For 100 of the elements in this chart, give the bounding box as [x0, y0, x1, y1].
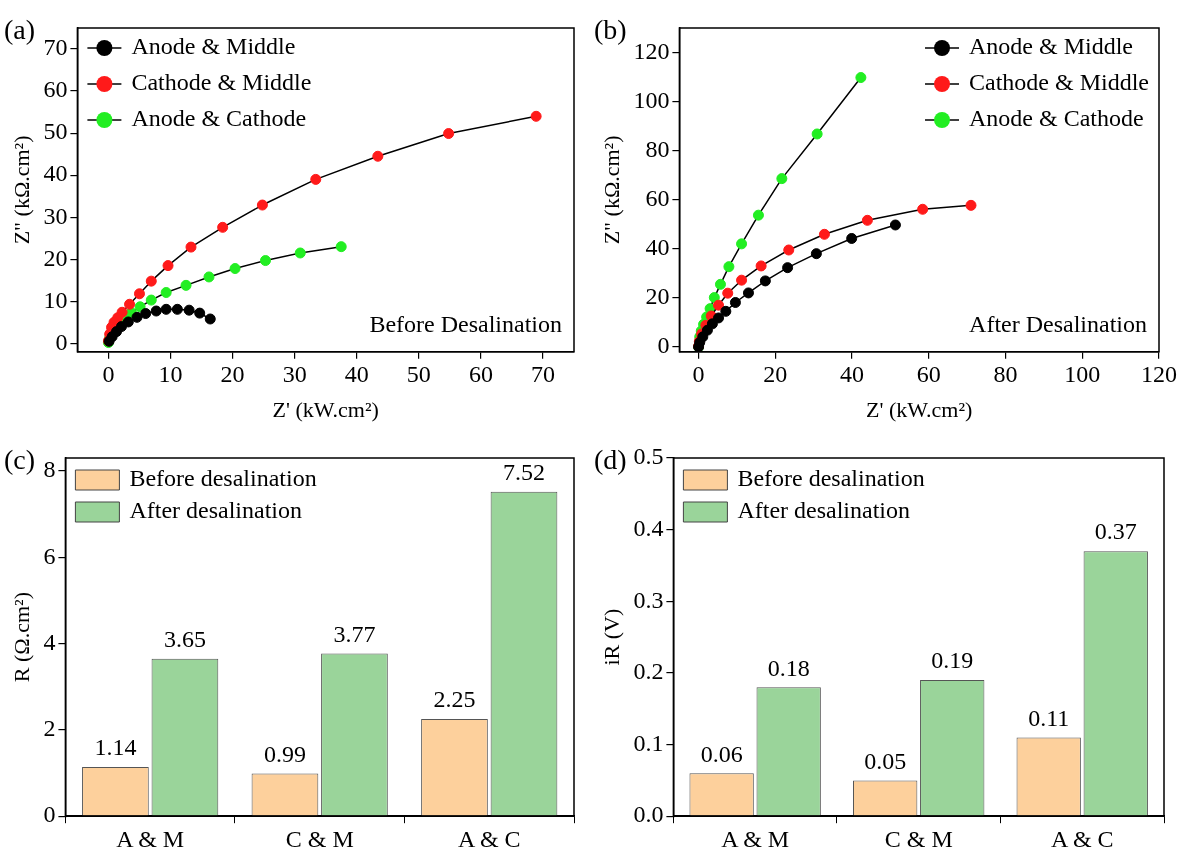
data-label: 0.11 — [1028, 704, 1070, 731]
point — [180, 279, 192, 291]
point — [372, 150, 384, 162]
y-tick-label: 0.5 — [633, 443, 664, 470]
y-tick-label: 0 — [657, 332, 670, 359]
x-tick-label: 50 — [406, 361, 431, 388]
y-tick-label: 0.0 — [633, 801, 664, 828]
point — [124, 298, 136, 310]
y-tick-label: 40 — [645, 234, 670, 261]
annotation: After Desalination — [969, 311, 1147, 338]
point — [782, 262, 794, 274]
y-tick-label: 2 — [43, 715, 56, 742]
point — [729, 296, 741, 308]
data-label: 0.19 — [931, 647, 974, 674]
y-tick-label: 0.2 — [633, 658, 664, 685]
data-label: 0.05 — [864, 747, 907, 774]
x-tick-label: 30 — [282, 361, 307, 388]
x-tick-label: 100 — [1064, 361, 1101, 388]
x-tick-label: 40 — [344, 361, 369, 388]
point — [145, 294, 157, 306]
data-label: 0.18 — [767, 654, 810, 681]
x-tick-label: 10 — [158, 361, 183, 388]
y-tick-label: 80 — [645, 135, 670, 162]
legend-label: After desalination — [737, 497, 911, 524]
x-tick-label: 20 — [220, 361, 245, 388]
point — [160, 287, 172, 299]
point — [861, 214, 873, 226]
point — [810, 248, 822, 260]
y-axis-title: R (Ω.cm²) — [8, 592, 34, 683]
y-axis-title: Z" (kΩ.cm²) — [598, 135, 624, 245]
point — [736, 238, 748, 250]
point — [229, 263, 241, 275]
point — [162, 260, 174, 272]
legend-label: Cathode & Middle — [969, 69, 1150, 96]
y-tick-label: 4 — [43, 628, 56, 655]
point — [965, 199, 977, 211]
x-axis-title: Z' (kW.cm²) — [272, 396, 379, 422]
y-tick-label: 60 — [645, 185, 670, 212]
y-axis-title: iR (V) — [598, 608, 624, 666]
legend-label: Before desalination — [129, 465, 317, 492]
data-label: 7.52 — [502, 458, 545, 485]
legend-label: Anode & Middle — [969, 33, 1134, 60]
x-tick-label: 60 — [468, 361, 493, 388]
x-tick-label: 80 — [993, 361, 1018, 388]
point — [708, 292, 720, 304]
y-tick-label: 30 — [43, 202, 68, 229]
y-tick-label: 100 — [633, 86, 670, 113]
point — [140, 308, 152, 320]
point — [720, 305, 732, 317]
y-tick-label: 20 — [43, 244, 68, 271]
point — [755, 260, 767, 272]
y-tick-label: 120 — [633, 37, 670, 64]
point — [183, 304, 195, 316]
point — [736, 274, 748, 286]
legend-label: Anode & Middle — [131, 33, 296, 60]
point — [713, 312, 725, 324]
x-tick-label: C & M — [884, 825, 953, 852]
point — [917, 203, 929, 215]
x-tick-label: 60 — [916, 361, 941, 388]
data-label: 0.99 — [263, 740, 306, 767]
y-tick-label: 70 — [43, 34, 68, 61]
point — [713, 299, 725, 311]
chart-title: (d) — [594, 444, 627, 476]
point — [145, 275, 157, 287]
data-label: 0.06 — [700, 740, 743, 767]
x-tick-label: A & M — [116, 825, 185, 852]
x-tick-label: 120 — [1141, 361, 1177, 388]
point — [204, 313, 216, 325]
data-label: 1.14 — [94, 734, 137, 761]
y-axis-title: Z" (kΩ.cm²) — [8, 135, 34, 245]
legend-label: Anode & Cathode — [969, 105, 1144, 132]
data-label: 0.37 — [1094, 518, 1137, 545]
point — [131, 311, 143, 323]
point — [742, 287, 754, 299]
point — [530, 110, 542, 122]
y-tick-label: 0.3 — [633, 586, 664, 613]
y-tick-label: 10 — [43, 286, 68, 313]
point — [783, 244, 795, 256]
y-tick-label: 50 — [43, 118, 68, 145]
point — [150, 305, 162, 317]
x-tick-label: C & M — [285, 825, 354, 852]
legend-label: Anode & Cathode — [131, 105, 307, 132]
x-tick-label: 20 — [763, 361, 788, 388]
point — [185, 241, 197, 253]
point — [752, 209, 764, 221]
y-tick-label: 40 — [43, 160, 68, 187]
point — [846, 232, 858, 244]
point — [160, 303, 172, 315]
x-tick-label: A & C — [457, 825, 521, 852]
point — [259, 255, 271, 267]
point — [723, 261, 735, 273]
point — [714, 278, 726, 290]
point — [310, 173, 322, 185]
point — [256, 199, 268, 211]
point — [133, 288, 145, 300]
data-label: 3.65 — [163, 625, 206, 652]
point — [217, 221, 229, 233]
point — [171, 303, 183, 315]
point — [818, 228, 830, 240]
point — [194, 307, 206, 319]
